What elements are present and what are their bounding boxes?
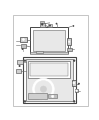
Bar: [72, 80, 76, 86]
Circle shape: [68, 41, 70, 42]
Circle shape: [24, 101, 26, 102]
Circle shape: [41, 24, 43, 25]
Circle shape: [40, 86, 47, 92]
Circle shape: [19, 65, 20, 67]
Bar: [28, 93, 47, 99]
Bar: [40, 21, 44, 23]
Bar: [27, 59, 73, 101]
Bar: [30, 27, 68, 53]
Bar: [67, 48, 72, 51]
Circle shape: [73, 101, 75, 102]
Bar: [28, 61, 70, 78]
Bar: [33, 30, 65, 51]
Circle shape: [24, 60, 26, 61]
Bar: [30, 63, 68, 76]
Circle shape: [73, 60, 75, 61]
Bar: [67, 38, 71, 45]
Circle shape: [22, 48, 23, 50]
Circle shape: [76, 90, 77, 91]
Bar: [75, 89, 78, 92]
Bar: [30, 52, 68, 54]
Circle shape: [35, 81, 52, 98]
Circle shape: [49, 25, 51, 26]
Circle shape: [22, 39, 24, 40]
Circle shape: [73, 25, 74, 26]
Bar: [48, 94, 57, 98]
Bar: [48, 24, 52, 27]
Circle shape: [51, 95, 54, 98]
Circle shape: [56, 23, 57, 24]
Circle shape: [33, 78, 54, 100]
Bar: [40, 23, 45, 27]
Bar: [21, 44, 27, 48]
Bar: [36, 51, 43, 53]
Bar: [17, 60, 23, 64]
Circle shape: [73, 82, 75, 84]
Bar: [20, 37, 27, 42]
Circle shape: [78, 83, 79, 84]
Bar: [16, 69, 21, 73]
Bar: [23, 57, 76, 103]
